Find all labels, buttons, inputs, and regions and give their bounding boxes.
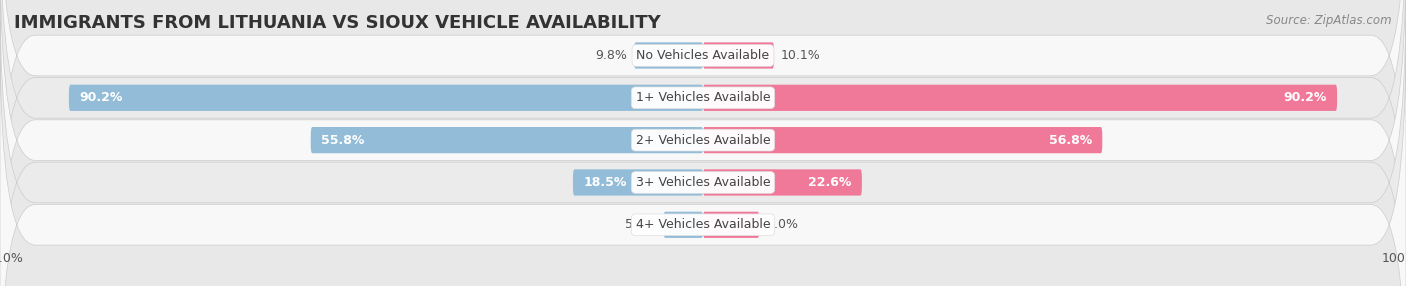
Text: 18.5%: 18.5% bbox=[583, 176, 627, 189]
Text: 9.8%: 9.8% bbox=[595, 49, 627, 62]
Text: 90.2%: 90.2% bbox=[79, 91, 122, 104]
Text: 5.6%: 5.6% bbox=[624, 218, 657, 231]
Text: 56.8%: 56.8% bbox=[1049, 134, 1092, 147]
Text: Source: ZipAtlas.com: Source: ZipAtlas.com bbox=[1267, 14, 1392, 27]
FancyBboxPatch shape bbox=[703, 85, 1337, 111]
Text: 8.0%: 8.0% bbox=[766, 218, 799, 231]
Text: 22.6%: 22.6% bbox=[808, 176, 852, 189]
FancyBboxPatch shape bbox=[703, 169, 862, 196]
Text: 55.8%: 55.8% bbox=[321, 134, 364, 147]
FancyBboxPatch shape bbox=[69, 85, 703, 111]
FancyBboxPatch shape bbox=[664, 212, 703, 238]
FancyBboxPatch shape bbox=[703, 42, 775, 69]
FancyBboxPatch shape bbox=[703, 212, 759, 238]
FancyBboxPatch shape bbox=[0, 0, 1406, 247]
Text: 4+ Vehicles Available: 4+ Vehicles Available bbox=[636, 218, 770, 231]
Text: 90.2%: 90.2% bbox=[1284, 91, 1327, 104]
Text: 2+ Vehicles Available: 2+ Vehicles Available bbox=[636, 134, 770, 147]
FancyBboxPatch shape bbox=[634, 42, 703, 69]
FancyBboxPatch shape bbox=[0, 33, 1406, 286]
Text: 3+ Vehicles Available: 3+ Vehicles Available bbox=[636, 176, 770, 189]
FancyBboxPatch shape bbox=[703, 127, 1102, 153]
Text: No Vehicles Available: No Vehicles Available bbox=[637, 49, 769, 62]
FancyBboxPatch shape bbox=[574, 169, 703, 196]
Text: 1+ Vehicles Available: 1+ Vehicles Available bbox=[636, 91, 770, 104]
Text: 10.1%: 10.1% bbox=[782, 49, 821, 62]
Text: IMMIGRANTS FROM LITHUANIA VS SIOUX VEHICLE AVAILABILITY: IMMIGRANTS FROM LITHUANIA VS SIOUX VEHIC… bbox=[14, 14, 661, 32]
FancyBboxPatch shape bbox=[311, 127, 703, 153]
